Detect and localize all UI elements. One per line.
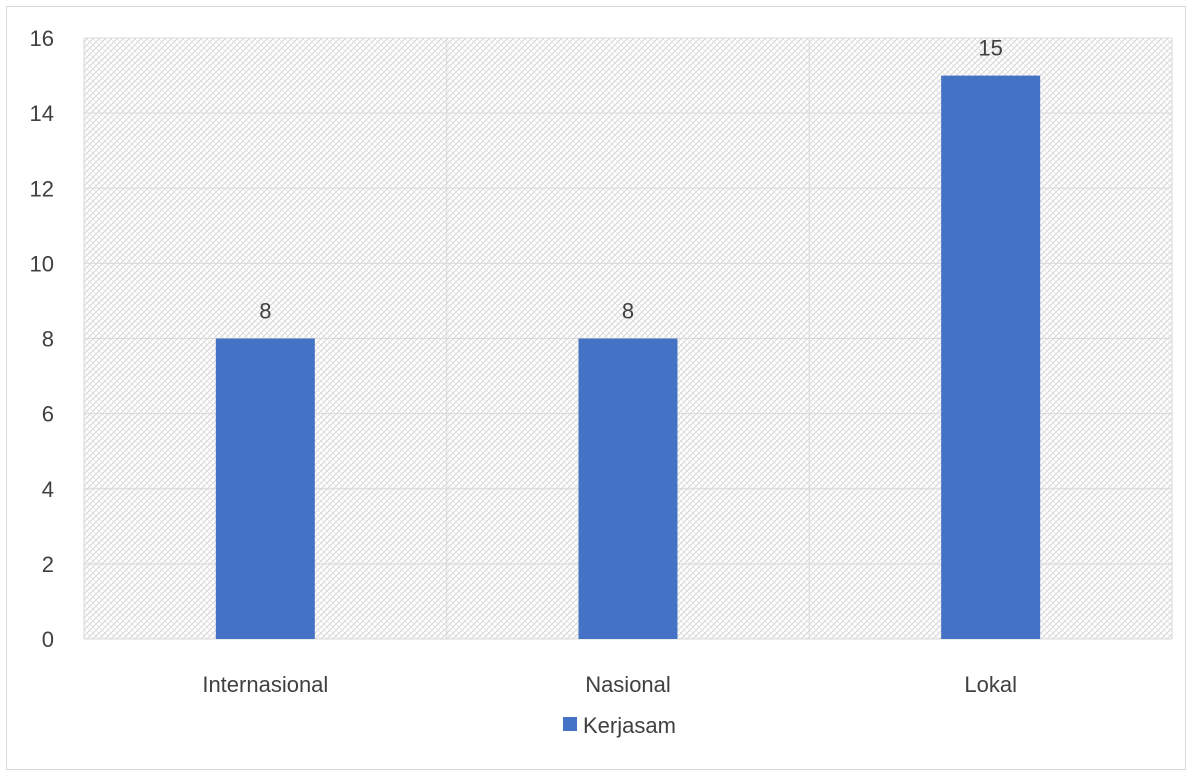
y-tick-label: 12: [30, 176, 54, 201]
y-tick-label: 4: [42, 477, 54, 502]
data-label: 8: [622, 299, 634, 324]
bar-lokal: [941, 75, 1041, 639]
y-tick-label: 6: [42, 402, 54, 427]
y-tick-label: 16: [30, 26, 54, 51]
data-label: 8: [259, 299, 271, 324]
data-label: 15: [978, 36, 1002, 61]
y-tick-label: 8: [42, 327, 54, 352]
legend-swatch: [563, 717, 577, 731]
x-tick-label: Internasional: [202, 672, 328, 697]
y-tick-label: 0: [42, 627, 54, 652]
legend-label: Kerjasam: [583, 713, 676, 738]
x-axis: Internasional Nasional Lokal: [202, 672, 1017, 697]
y-tick-label: 14: [30, 101, 54, 126]
x-tick-label: Lokal: [964, 672, 1017, 697]
x-tick-label: Nasional: [585, 672, 671, 697]
bar-internasional: [215, 338, 315, 639]
legend: Kerjasam: [563, 713, 676, 738]
y-axis: 0 2 4 6 8 10 12 14 16: [30, 26, 54, 652]
data-labels: 8 8 15: [259, 36, 1003, 324]
bar-nasional: [578, 338, 678, 639]
y-tick-label: 10: [30, 251, 54, 276]
bars: [215, 75, 1041, 639]
y-tick-label: 2: [42, 552, 54, 577]
